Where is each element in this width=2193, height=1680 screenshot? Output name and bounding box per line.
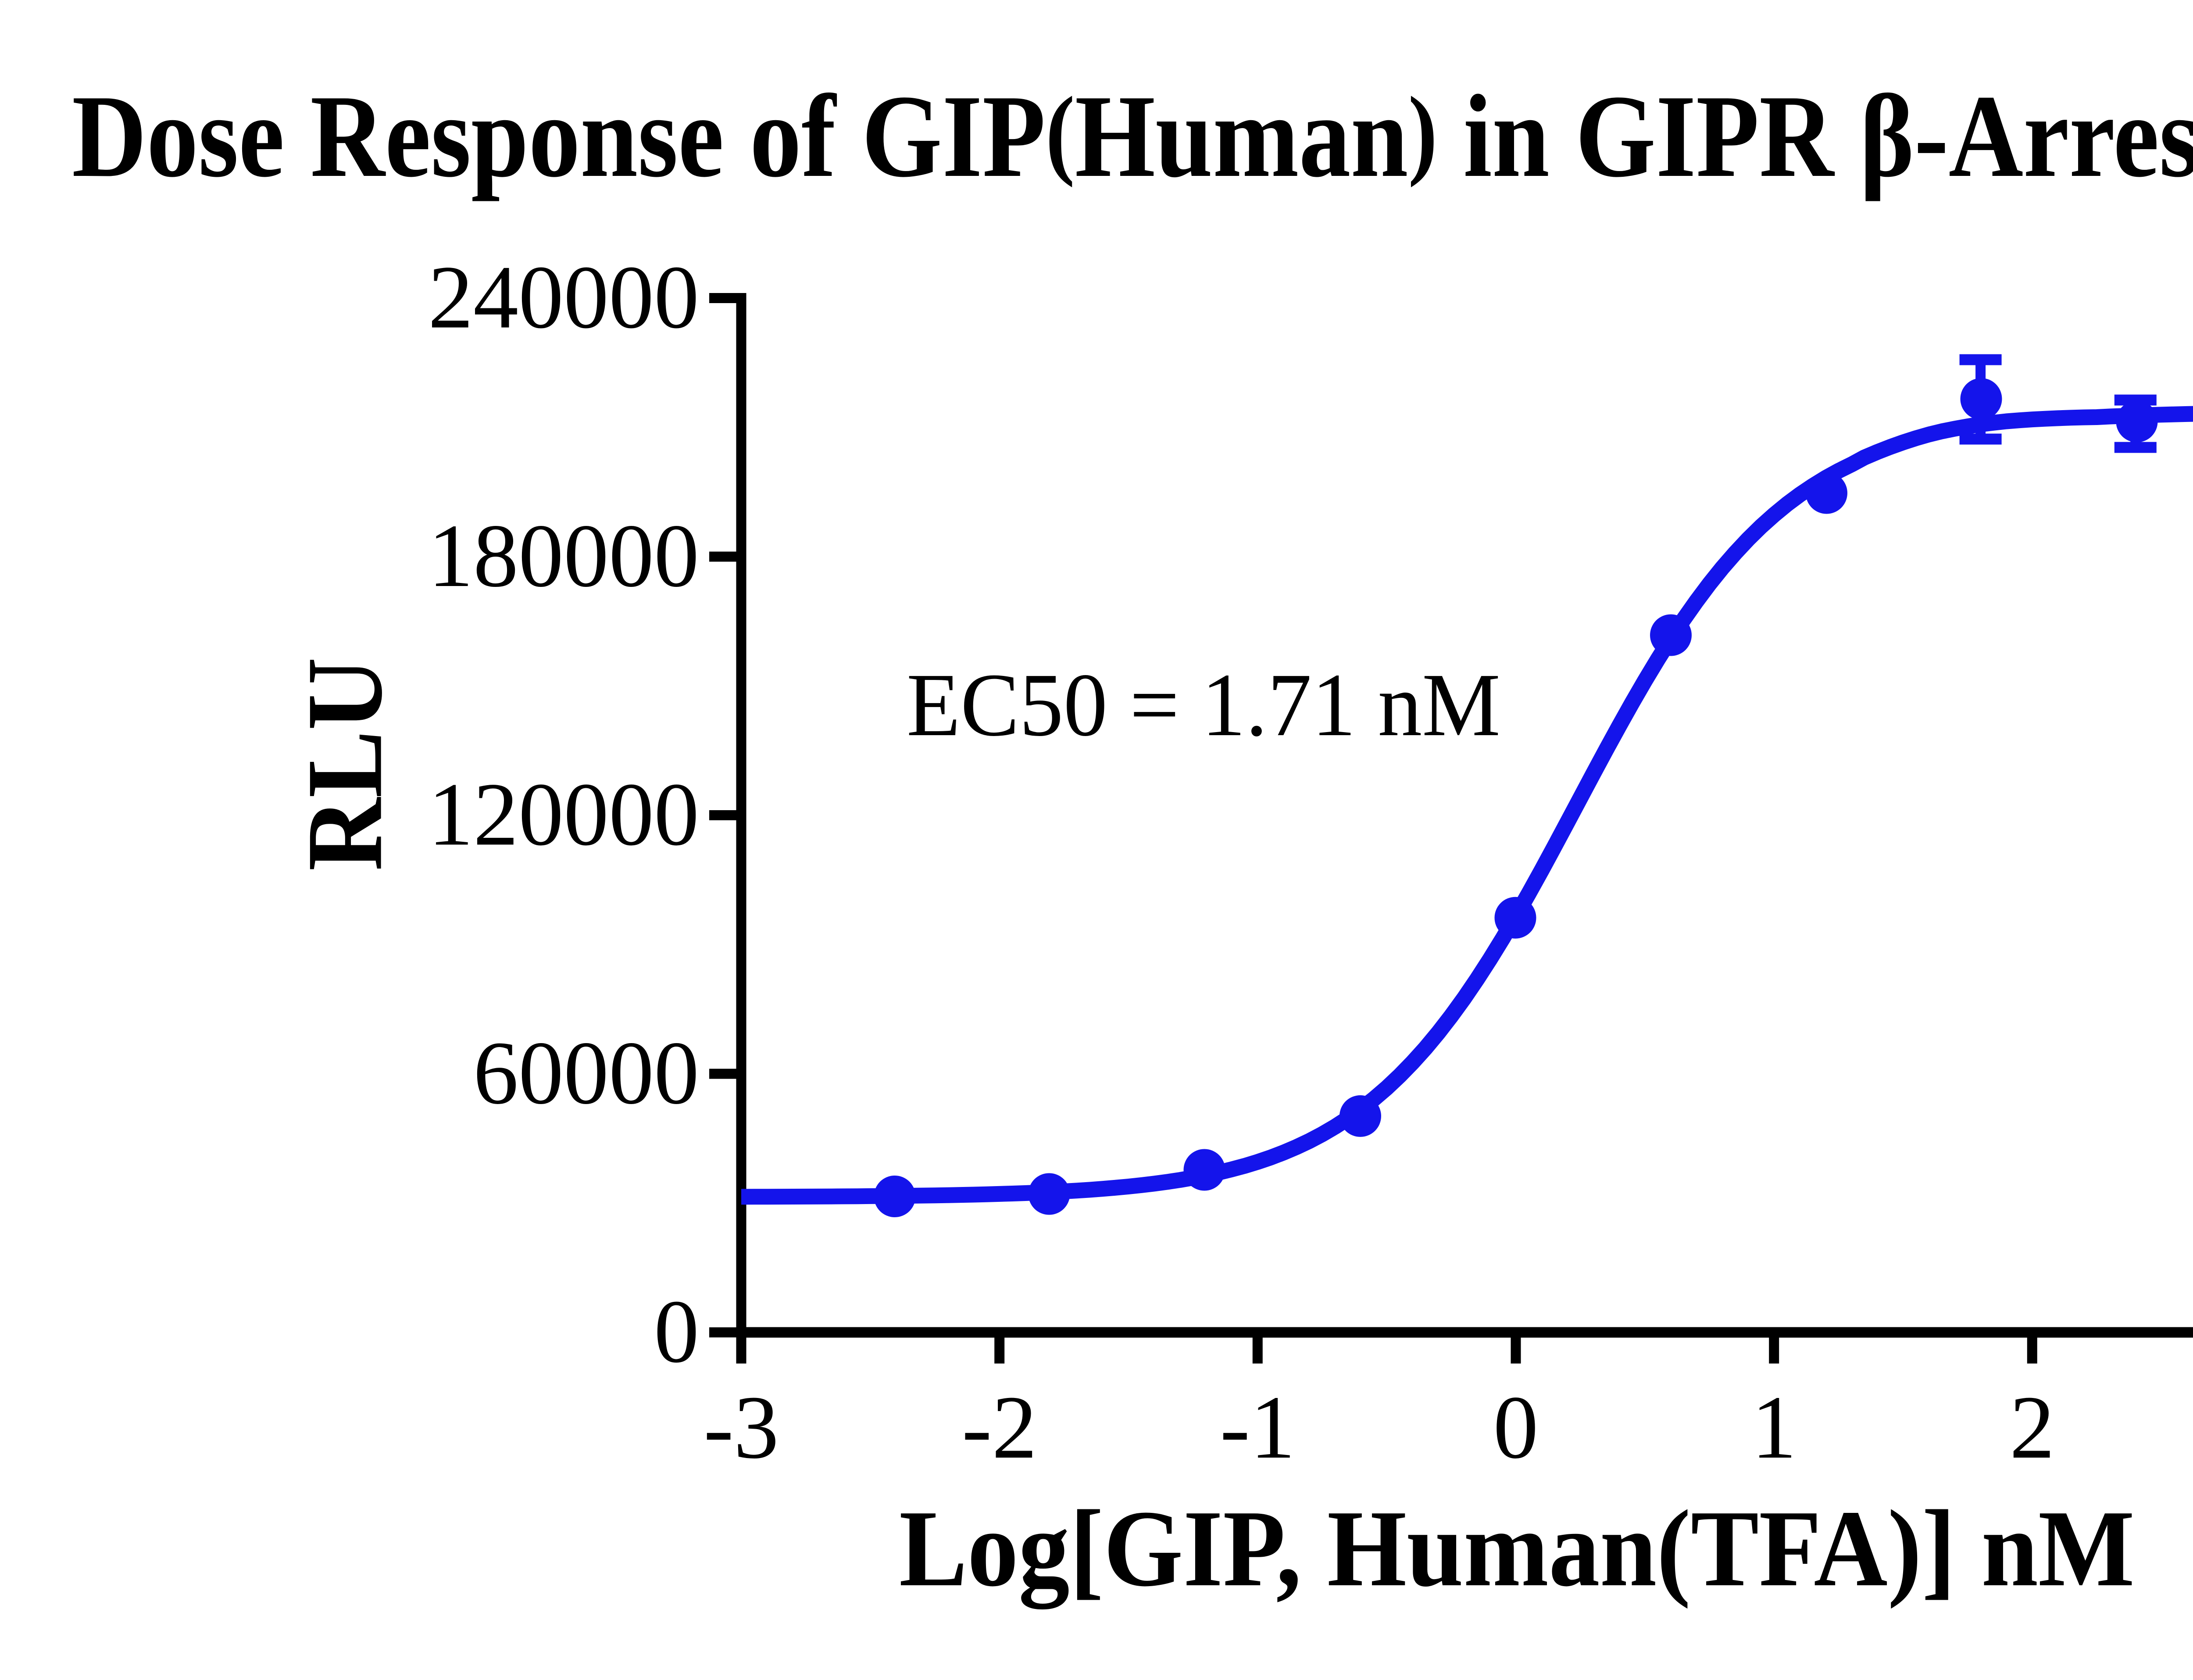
svg-text:180000: 180000 <box>428 505 699 606</box>
svg-text:0: 0 <box>1493 1377 1539 1477</box>
svg-text:-1: -1 <box>1220 1377 1295 1477</box>
svg-text:EC50 = 1.71 nM: EC50 = 1.71 nM <box>907 654 1500 755</box>
svg-text:60000: 60000 <box>473 1022 699 1123</box>
svg-text:2: 2 <box>2010 1377 2055 1477</box>
svg-text:-2: -2 <box>962 1377 1037 1477</box>
svg-text:1: 1 <box>1751 1377 1797 1477</box>
svg-text:240000: 240000 <box>428 247 699 347</box>
svg-text:Dose Response of GIP(Human) in: Dose Response of GIP(Human) in GIPR β-Ar… <box>72 66 2193 202</box>
svg-text:-3: -3 <box>704 1377 779 1477</box>
svg-text:Log[GIP, Human(TFA)] nM: Log[GIP, Human(TFA)] nM <box>899 1488 2135 1609</box>
svg-text:120000: 120000 <box>428 764 699 865</box>
svg-text:RLU: RLU <box>285 658 405 871</box>
svg-text:0: 0 <box>654 1281 699 1382</box>
